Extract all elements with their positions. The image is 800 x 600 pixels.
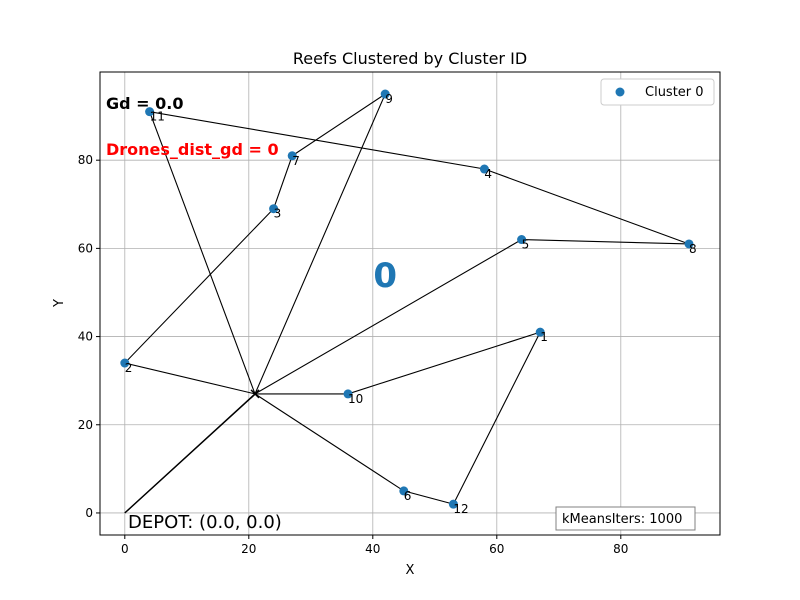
legend-frame (600, 78, 715, 106)
reef-point (535, 327, 545, 337)
x-tick-label: 40 (365, 542, 380, 556)
reef-label: 4 (484, 167, 492, 181)
reef-label: 5 (522, 238, 530, 252)
reef-label: 9 (385, 92, 393, 106)
reef-point (269, 204, 279, 214)
reef-point (120, 358, 130, 368)
kmeans-annotation: kMeansIters: 1000 (562, 512, 682, 527)
x-tick-label: 60 (489, 542, 504, 556)
x-tick-label: 80 (613, 542, 628, 556)
kmeans-box-frame (555, 506, 696, 531)
reef-label: 3 (274, 207, 282, 221)
data-points (120, 89, 694, 509)
reef-point (448, 499, 458, 509)
y-tick-label: 80 (78, 153, 93, 167)
depot-link-line (124, 392, 258, 514)
legend-entry: Cluster 0 (645, 85, 704, 100)
y-axis-label: Y (52, 299, 67, 308)
legend-marker (615, 87, 625, 97)
reef-label: 7 (292, 154, 300, 168)
reef-point (343, 389, 353, 399)
reef-point (517, 235, 527, 245)
reef-point (684, 239, 694, 249)
depot-annotation: DEPOT: (0.0, 0.0) (128, 512, 282, 533)
y-tick-label: 40 (78, 330, 93, 344)
plot-frame (99, 71, 721, 536)
legend: Cluster 0 (600, 78, 715, 106)
route-line (123, 92, 387, 395)
reef-label: 11 (150, 110, 165, 124)
kmeans-box: kMeansIters: 1000 (555, 506, 696, 531)
y-tick-label: 20 (78, 418, 93, 432)
reef-point (479, 164, 489, 174)
route-line (254, 331, 542, 505)
reef-label: 2 (125, 361, 133, 375)
drones-dist-annotation: Drones_dist_gd = 0 (106, 140, 279, 159)
reef-label: 1 (540, 330, 548, 344)
reef-point (287, 151, 297, 161)
x-tick-label: 20 (241, 542, 256, 556)
reef-point (145, 107, 155, 117)
chart-title: Reefs Clustered by Cluster ID (293, 49, 527, 68)
x-axis-label: X (406, 563, 415, 578)
hub-marker (250, 389, 260, 399)
route-line (148, 110, 690, 395)
reef-label: 6 (404, 489, 412, 503)
y-tick-label: 60 (78, 241, 93, 255)
reef-point (399, 486, 409, 496)
reef-label: 8 (689, 242, 697, 256)
reef-label: 12 (453, 502, 468, 516)
grid (100, 72, 720, 535)
y-tick-label: 0 (85, 506, 93, 520)
reef-label: 10 (348, 392, 363, 406)
x-tick-label: 0 (121, 542, 129, 556)
gd-annotation: Gd = 0.0 (106, 94, 183, 113)
reef-point (380, 89, 390, 99)
cluster-id-label: 0 (373, 256, 397, 296)
route-lines (123, 92, 690, 514)
